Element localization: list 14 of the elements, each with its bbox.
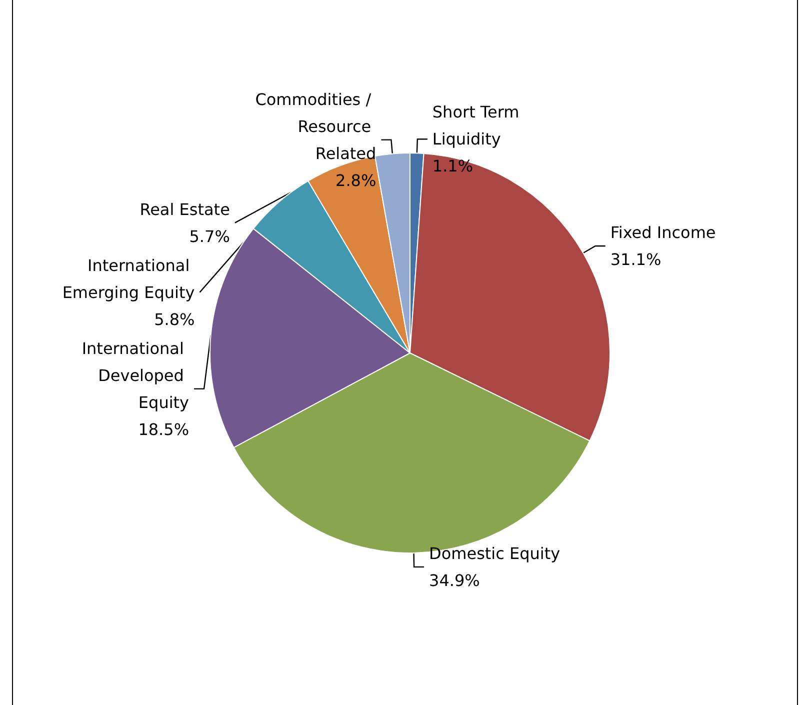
slice-label: International Emerging Equity — [62, 256, 195, 302]
slice-label: International Developed Equity — [82, 338, 190, 412]
data-label: 5.7% — [189, 226, 230, 246]
data-label: 2.8% — [336, 170, 376, 190]
slice-label: Domestic Equity — [429, 544, 560, 563]
data-label: 5.8% — [154, 310, 195, 329]
slice-label: Short Term Liquidity — [432, 102, 524, 149]
data-label: 1.1% — [432, 156, 474, 176]
data-label: 18.5% — [138, 420, 190, 439]
slice-label: Commodities / Resource Related — [255, 90, 376, 163]
slice-label: Fixed Income — [610, 223, 716, 242]
data-label: 34.9% — [429, 570, 480, 590]
data-label: 31.1% — [610, 250, 662, 269]
slice-label: Real Estate — [140, 200, 230, 219]
